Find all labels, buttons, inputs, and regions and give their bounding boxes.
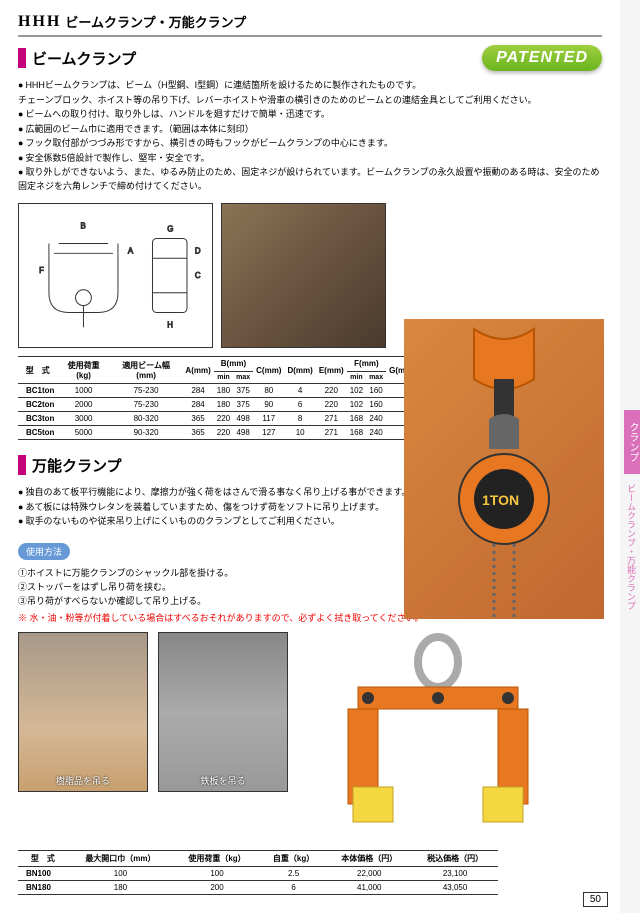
- svg-text:H: H: [167, 320, 173, 329]
- page-header: HHH ビームクランプ・万能クランプ: [18, 12, 602, 37]
- tab-category: クランプ: [624, 410, 640, 474]
- svg-text:F: F: [39, 266, 44, 275]
- page-number: 50: [583, 892, 608, 907]
- usage-label: 使用方法: [18, 543, 70, 560]
- tab-subcategory: ビームクランプ・万能クランプ: [624, 474, 639, 620]
- product-photo-hoist: 1TON: [404, 319, 604, 619]
- header-title: ビームクランプ・万能クランプ: [65, 12, 246, 31]
- brand-logo: HHH: [18, 13, 61, 31]
- spec-table-2: 型 式最大開口巾（mm）使用荷重（kg）自重（kg）本体価格（円）税込価格（円）…: [18, 850, 498, 895]
- section1-images: B A F D C G H 1TON: [18, 203, 602, 348]
- photo-steel-lift: 鉄板を吊る: [158, 632, 288, 792]
- section1-bullets: HHHビームクランプは、ビーム（H型鋼、I型鋼）に連結箇所を設けるために製作され…: [18, 79, 602, 193]
- svg-text:C: C: [195, 271, 201, 280]
- side-tab: クランプ ビームクランプ・万能クランプ: [624, 410, 640, 620]
- bullet-text: HHHビームクランプは、ビーム（H型鋼、I型鋼）に連結箇所を設けるために製作され…: [18, 79, 602, 93]
- bullet-text: ビームへの取り付け、取り外しは、ハンドルを廻すだけで簡単・迅速です。: [18, 108, 602, 122]
- section1-title: ビームクランプ: [18, 48, 136, 69]
- svg-text:D: D: [195, 246, 201, 255]
- svg-text:B: B: [80, 222, 85, 231]
- bullet-text: フック取付部がつづみ形ですから、横引きの時もフックがビームクランプの中心にきます…: [18, 137, 602, 151]
- section1-header: ビームクランプ PATENTED: [18, 45, 602, 71]
- dimension-diagram: B A F D C G H: [18, 203, 213, 348]
- section2-images: 樹脂品を吊る 鉄板を吊る: [18, 632, 602, 842]
- svg-text:1TON: 1TON: [482, 492, 519, 508]
- bullet-text: 取り外しができないよう、また、ゆるみ防止のため、固定ネジが設けられています。ビー…: [18, 166, 602, 193]
- bullet-text: 安全係数5倍設計で製作し、堅牢・安全です。: [18, 152, 602, 166]
- bullet-text: チェーンブロック、ホイスト等の吊り下げ、レバーホイストや滑車の横引きのためのビー…: [18, 94, 602, 108]
- install-photo: [221, 203, 386, 348]
- svg-text:A: A: [128, 246, 134, 255]
- patented-badge: PATENTED: [482, 45, 602, 71]
- svg-text:G: G: [167, 225, 173, 234]
- page-container: HHH ビームクランプ・万能クランプ ビームクランプ PATENTED HHHビ…: [0, 0, 620, 913]
- bullet-text: 広範囲のビーム巾に適用できます。（範囲は本体に刻印）: [18, 123, 602, 137]
- section2-title: 万能クランプ: [18, 455, 122, 476]
- product-photo-clamp: [298, 632, 578, 842]
- photo-resin-lift: 樹脂品を吊る: [18, 632, 148, 792]
- accent-bar: [18, 455, 26, 475]
- accent-bar: [18, 48, 26, 68]
